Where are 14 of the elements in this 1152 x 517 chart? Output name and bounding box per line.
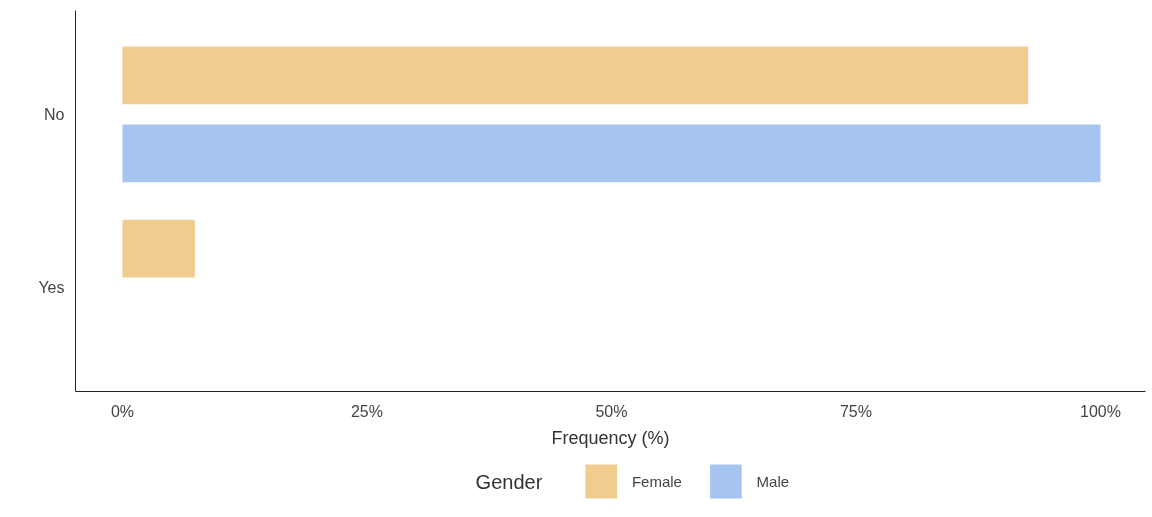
legend-label: Female <box>631 473 682 490</box>
x-tick-label: 100% <box>1080 402 1121 420</box>
legend-title: Gender <box>475 470 543 493</box>
y-tick-label: No <box>44 105 65 123</box>
y-tick-label: Yes <box>38 279 65 297</box>
x-axis-title: Frequency (%) <box>551 427 670 448</box>
x-tick-label: 75% <box>839 402 873 420</box>
bar <box>122 219 195 278</box>
bar <box>122 124 1101 183</box>
x-tick-label: 0% <box>110 402 135 420</box>
x-tick-label: 25% <box>350 402 383 420</box>
legend-label: Male <box>756 473 790 490</box>
x-tick-label: 50% <box>595 402 628 420</box>
bar <box>122 46 1029 105</box>
